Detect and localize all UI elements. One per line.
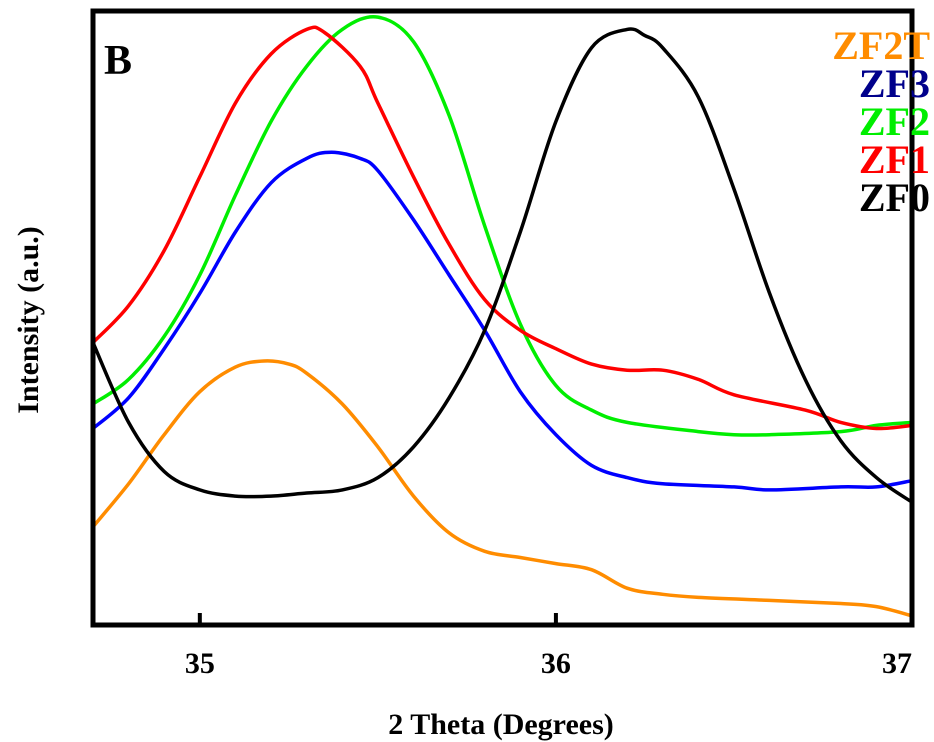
x-tick-label: 35 [185,647,215,680]
x-axis-ticks: 35 36 37 [185,613,914,680]
series-layer [91,14,914,618]
legend-entry-zf2: ZF2 [859,99,930,144]
series-line-zf0 [91,27,914,504]
panel-label: B [104,38,132,84]
series-line-zf2t [91,359,914,618]
legend-entry-zf2t: ZF2T [832,23,930,68]
x-tick-label: 36 [541,647,571,680]
series-line-zf1 [91,25,914,431]
series-line-zf2 [91,14,914,437]
legend-entry-zf1: ZF1 [859,137,930,182]
legend-entry-zf3: ZF3 [859,61,930,106]
y-axis-title: Intensity (a.u.) [12,226,45,414]
x-axis-title: 2 Theta (Degrees) [388,708,614,741]
series-line-zf3 [91,150,914,492]
plot-frame [90,8,915,628]
legend-entry-zf0: ZF0 [859,175,930,220]
x-tick-label: 37 [882,647,912,680]
